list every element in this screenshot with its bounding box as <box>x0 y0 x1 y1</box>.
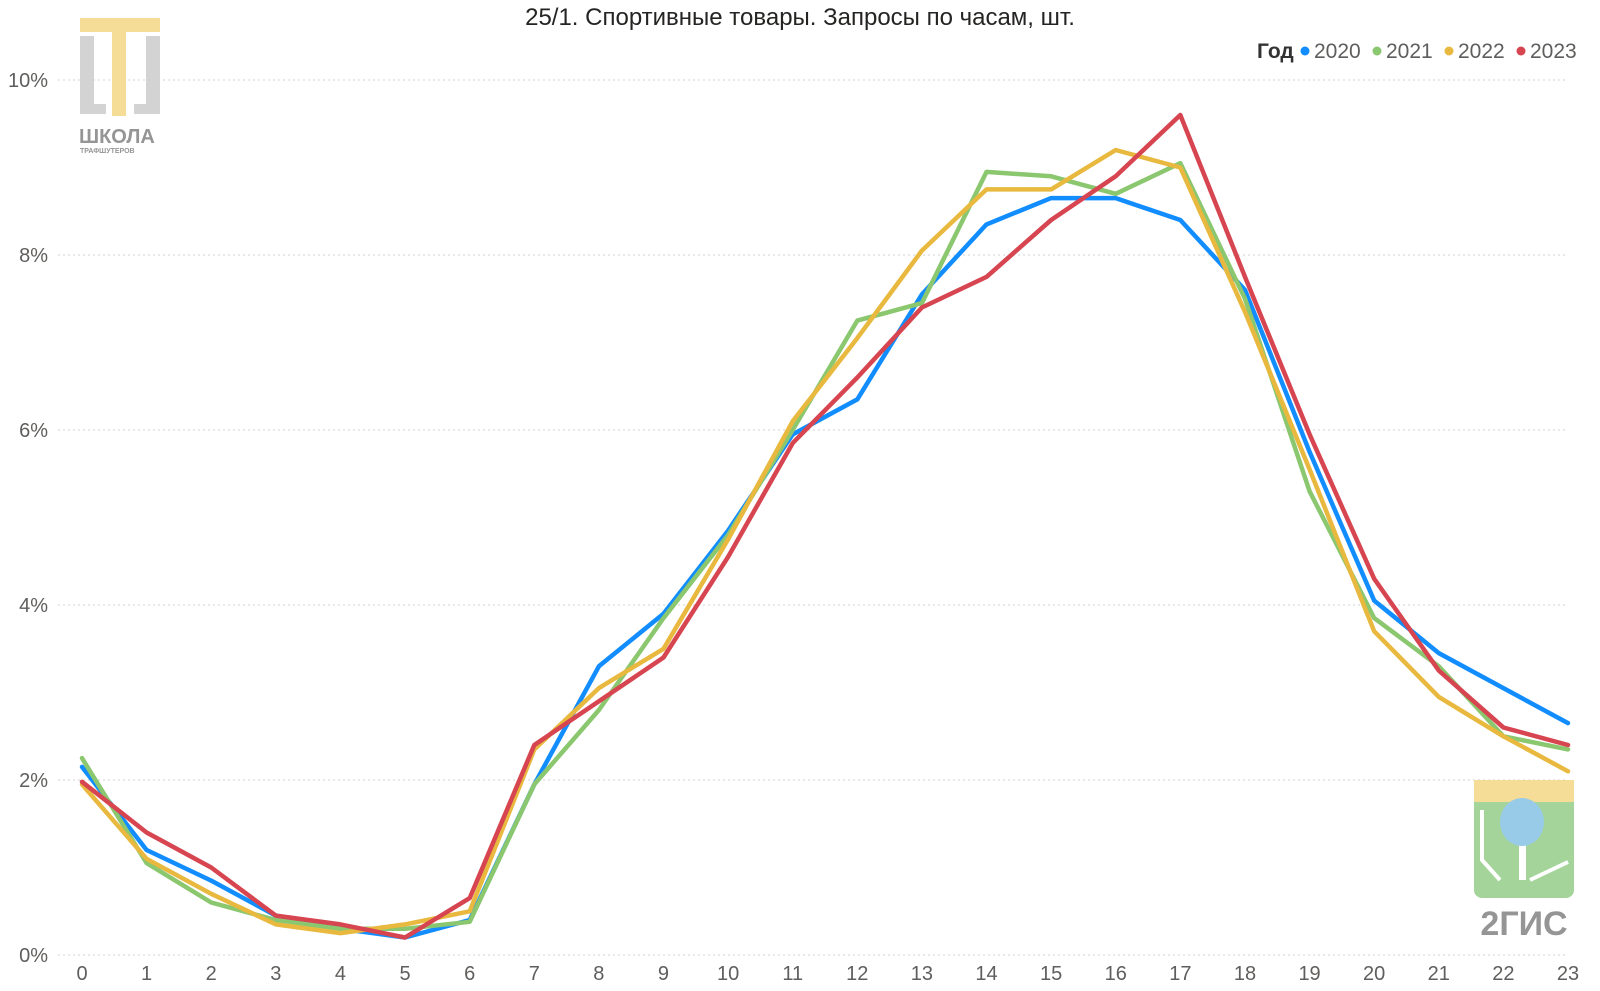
x-tick-label: 6 <box>464 963 475 985</box>
x-tick-label: 14 <box>975 963 997 985</box>
legend-marker-2023 <box>1516 46 1526 56</box>
x-tick-label: 22 <box>1492 963 1514 985</box>
x-tick-label: 0 <box>76 963 87 985</box>
x-tick-label: 12 <box>846 963 868 985</box>
x-tick-label: 8 <box>593 963 604 985</box>
logo-foot-left <box>80 104 106 114</box>
x-tick-label: 17 <box>1169 963 1191 985</box>
x-tick-label: 13 <box>911 963 933 985</box>
y-tick-label: 0% <box>19 945 48 967</box>
y-tick-label: 6% <box>19 420 48 442</box>
gis-logo-road2 <box>1529 860 1569 882</box>
grid <box>58 79 1568 956</box>
x-tick-label: 19 <box>1298 963 1320 985</box>
x-tick-label: 20 <box>1363 963 1385 985</box>
y-tick-label: 10% <box>8 70 48 92</box>
gis-logo-top <box>1474 780 1574 802</box>
x-tick-label: 5 <box>399 963 410 985</box>
x-tick-label: 11 <box>782 963 803 985</box>
x-tick-label: 1 <box>141 963 152 985</box>
chart-title: 25/1. Спортивные товары. Запросы по часа… <box>525 4 1075 31</box>
logo-bar-left <box>80 36 94 114</box>
x-tick-label: 2 <box>206 963 217 985</box>
y-tick-label: 2% <box>19 770 48 792</box>
x-tick-label: 7 <box>529 963 540 985</box>
x-axis-ticks: 0 1 2 3 4 5 6 7 8 9 10 11 12 13 14 15 16 17 18 19 20 21 22 23 <box>76 963 1579 985</box>
x-tick-label: 15 <box>1040 963 1062 985</box>
series-line-2022 <box>79 147 1571 936</box>
legend-marker-2020 <box>1300 46 1310 56</box>
series-lines <box>79 112 1571 940</box>
legend-marker-2022 <box>1444 46 1454 56</box>
school-logo-subtext: ТРАФШУТЕРОВ <box>80 148 135 155</box>
series-line-2023 <box>79 112 1571 940</box>
gis-logo-tree-icon <box>1500 798 1544 846</box>
x-tick-label: 10 <box>717 963 739 985</box>
x-tick-label: 21 <box>1428 963 1450 985</box>
legend-title: Год <box>1257 40 1294 63</box>
legend-marker-2021 <box>1372 46 1382 56</box>
gis-logo-text: 2ГИС <box>1480 905 1567 943</box>
legend-label-2022: 2022 <box>1458 40 1505 63</box>
legend-label-2023: 2023 <box>1530 40 1577 63</box>
legend-label-2020: 2020 <box>1314 40 1361 63</box>
school-logo-text: ШКОЛА <box>79 126 155 148</box>
x-tick-label: 3 <box>270 963 281 985</box>
x-tick-label: 16 <box>1105 963 1127 985</box>
legend: Год 2020 2021 2022 2023 <box>1257 40 1577 63</box>
logo-bar-stem <box>112 18 126 116</box>
series-line-2021 <box>79 160 1571 932</box>
logo-foot-right <box>134 104 160 114</box>
school-logo: ШКОЛА ТРАФШУТЕРОВ <box>79 18 160 155</box>
x-tick-label: 4 <box>335 963 346 985</box>
gis-logo-trunk <box>1519 840 1526 880</box>
x-tick-label: 23 <box>1557 963 1579 985</box>
series-line-2020 <box>79 195 1571 940</box>
legend-label-2021: 2021 <box>1386 40 1433 63</box>
y-axis-ticks: 0% 2% 4% 6% 8% 10% <box>8 70 48 967</box>
x-tick-label: 9 <box>658 963 669 985</box>
gis-logo-road <box>1480 810 1502 882</box>
gis-logo: 2ГИС <box>1474 780 1574 943</box>
x-tick-label: 18 <box>1234 963 1256 985</box>
logo-bar-right <box>146 36 160 114</box>
y-tick-label: 8% <box>19 245 48 267</box>
y-tick-label: 4% <box>19 595 48 617</box>
